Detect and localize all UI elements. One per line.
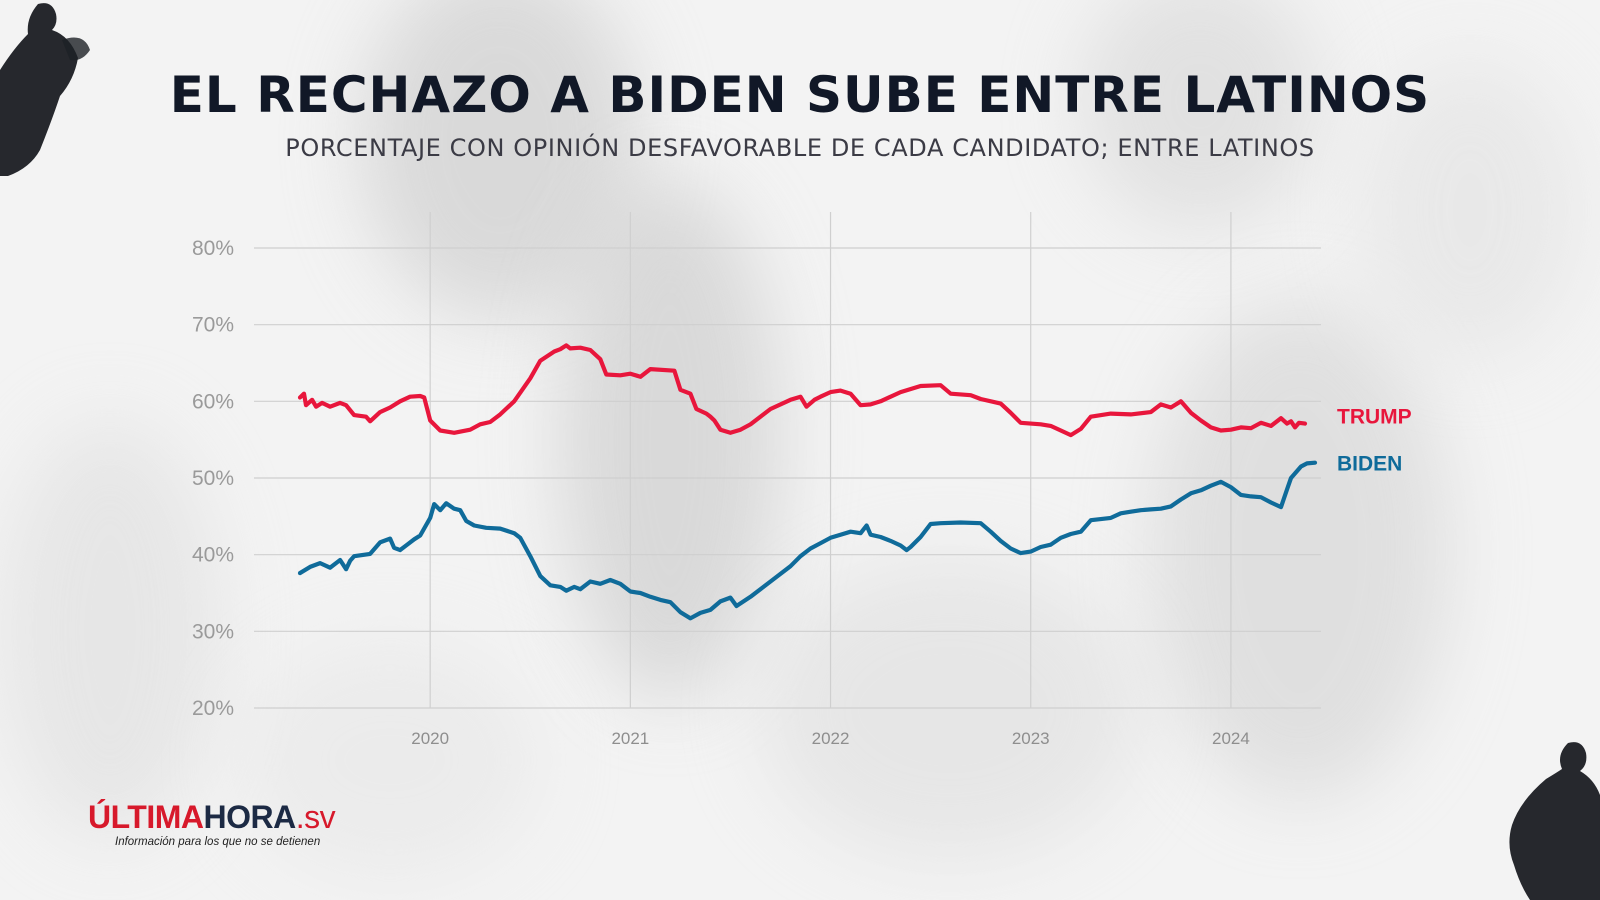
x-tick-label: 2022 — [812, 729, 850, 748]
y-tick-label: 50% — [192, 467, 234, 490]
logo: ÚLTIMAHORA.sv Información para los que n… — [88, 799, 336, 848]
silhouette-top-left — [0, 3, 90, 176]
logo-part-ultima: ÚLTIMA — [88, 799, 204, 835]
logo-tagline: Información para los que no se detienen — [115, 836, 321, 848]
y-tick-label: 30% — [192, 620, 234, 643]
x-tick-label: 2024 — [1212, 729, 1250, 748]
logo-part-hora: HORA — [203, 799, 296, 835]
y-tick-label: 40% — [192, 544, 234, 567]
series-label-biden: BIDEN — [1337, 453, 1402, 476]
chart-title: EL RECHAZO A BIDEN SUBE ENTRE LATINOS — [169, 66, 1431, 124]
y-tick-label: 60% — [192, 390, 234, 413]
chart-subtitle: PORCENTAJE CON OPINIÓN DESFAVORABLE DE C… — [285, 134, 1315, 162]
x-tick-label: 2021 — [611, 729, 649, 748]
x-tick-label: 2020 — [411, 729, 449, 748]
y-tick-label: 80% — [192, 237, 234, 260]
y-tick-label: 70% — [192, 314, 234, 337]
logo-wordmark: ÚLTIMAHORA.sv — [88, 799, 336, 835]
logo-part-sv: .sv — [295, 799, 336, 835]
x-tick-label: 2023 — [1012, 729, 1050, 748]
series-line-biden — [297, 460, 1318, 621]
silhouette-bottom-right — [1509, 742, 1600, 900]
series-line-trump — [297, 343, 1308, 438]
series-label-trump: TRUMP — [1337, 406, 1412, 429]
y-tick-label: 20% — [192, 697, 234, 720]
